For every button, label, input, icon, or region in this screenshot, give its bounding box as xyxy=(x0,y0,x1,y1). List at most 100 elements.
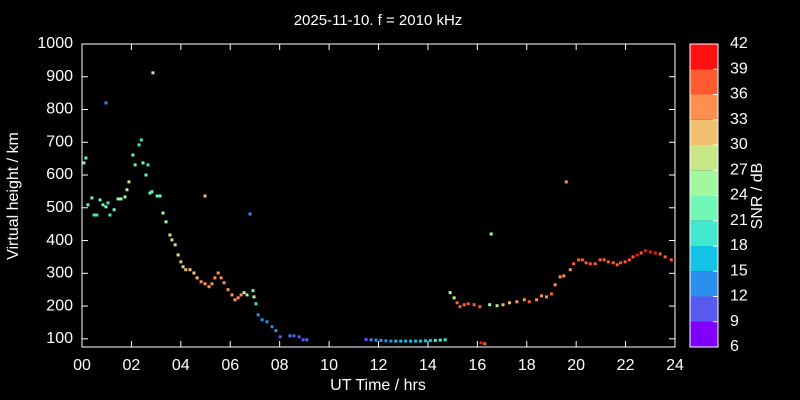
y-tick-label: 1000 xyxy=(37,35,73,52)
data-point xyxy=(184,268,188,272)
data-point xyxy=(195,276,199,280)
data-point xyxy=(158,194,162,198)
x-tick-label: 10 xyxy=(320,357,338,374)
data-point xyxy=(123,195,127,199)
data-point xyxy=(203,194,207,198)
data-point xyxy=(144,173,148,177)
data-point xyxy=(540,294,544,298)
data-point xyxy=(399,339,403,343)
colorbar-band xyxy=(690,220,718,246)
x-tick-label: 14 xyxy=(419,357,437,374)
data-point xyxy=(501,303,505,307)
x-tick-label: 22 xyxy=(617,357,635,374)
data-point xyxy=(151,71,155,75)
data-point xyxy=(181,265,185,269)
data-point xyxy=(170,238,174,242)
x-tick-label: 20 xyxy=(567,357,585,374)
chart-title: 2025-11-10. f = 2010 kHz xyxy=(294,12,463,29)
data-point xyxy=(192,271,196,275)
x-tick-label: 02 xyxy=(123,357,141,374)
data-point xyxy=(577,258,581,262)
colorbar-tick-label: 33 xyxy=(730,111,748,128)
data-point xyxy=(176,253,180,257)
data-point xyxy=(101,203,105,207)
colorbar-tick-label: 6 xyxy=(730,338,739,355)
x-tick-label: 24 xyxy=(666,357,684,374)
colorbar-band xyxy=(690,44,718,70)
data-point xyxy=(239,293,243,297)
data-point xyxy=(623,260,627,264)
data-point xyxy=(669,258,673,262)
data-point xyxy=(260,318,264,322)
x-tick-label: 08 xyxy=(271,357,289,374)
data-point xyxy=(219,276,223,280)
data-point xyxy=(549,292,553,296)
data-point xyxy=(173,243,177,247)
data-point xyxy=(489,232,493,236)
data-point xyxy=(379,338,383,342)
colorbar-band xyxy=(690,296,718,322)
colorbar-band xyxy=(690,94,718,120)
y-tick-label: 400 xyxy=(46,232,73,249)
x-tick-label: 04 xyxy=(172,357,190,374)
data-point xyxy=(146,163,150,167)
data-point xyxy=(409,339,413,343)
data-point xyxy=(507,301,511,305)
data-point xyxy=(428,338,432,342)
data-point xyxy=(254,302,258,306)
data-point xyxy=(639,251,643,255)
data-point xyxy=(119,197,123,201)
y-tick-label: 100 xyxy=(46,330,73,347)
data-point xyxy=(141,161,145,165)
data-point xyxy=(98,198,102,202)
data-point xyxy=(562,274,566,278)
y-tick-label: 900 xyxy=(46,68,73,85)
colorbar-tick-label: 36 xyxy=(730,86,748,103)
data-point xyxy=(479,341,483,345)
data-point xyxy=(230,293,234,297)
data-point xyxy=(199,280,203,284)
data-point xyxy=(598,258,602,262)
data-point xyxy=(448,291,452,295)
colorbar-band xyxy=(690,145,718,171)
data-point xyxy=(653,251,657,255)
data-point xyxy=(643,249,647,253)
data-point xyxy=(478,305,482,309)
x-tick-label: 06 xyxy=(221,357,239,374)
data-point xyxy=(137,143,141,147)
colorbar-tick-label: 15 xyxy=(730,262,748,279)
data-point xyxy=(438,338,442,342)
data-point xyxy=(389,339,393,343)
data-point xyxy=(527,300,531,304)
data-point xyxy=(248,212,252,216)
data-point xyxy=(210,282,214,286)
colorbar-tick-label: 9 xyxy=(730,313,739,330)
data-point xyxy=(495,304,499,308)
data-point xyxy=(274,329,278,333)
colorbar-tick-label: 12 xyxy=(730,288,748,305)
y-tick-label: 300 xyxy=(46,265,73,282)
data-point xyxy=(564,180,568,184)
data-point xyxy=(148,191,152,195)
data-point xyxy=(488,303,492,307)
y-tick-label: 600 xyxy=(46,166,73,183)
data-point xyxy=(233,298,237,302)
data-point xyxy=(404,339,408,343)
y-tick-label: 800 xyxy=(46,101,73,118)
data-point xyxy=(188,268,192,272)
data-point xyxy=(472,303,476,307)
data-point xyxy=(292,334,296,338)
data-point xyxy=(663,255,667,259)
data-point xyxy=(252,295,256,299)
colorbar-tick-label: 30 xyxy=(730,136,748,153)
colorbar-band xyxy=(690,195,718,221)
data-point xyxy=(270,325,274,329)
y-tick-label: 700 xyxy=(46,133,73,150)
data-point xyxy=(251,289,255,293)
data-point xyxy=(106,201,110,205)
colorbar-tick-label: 39 xyxy=(730,60,748,77)
data-point xyxy=(553,283,557,287)
data-point xyxy=(256,313,260,317)
colorbar-band xyxy=(690,170,718,196)
